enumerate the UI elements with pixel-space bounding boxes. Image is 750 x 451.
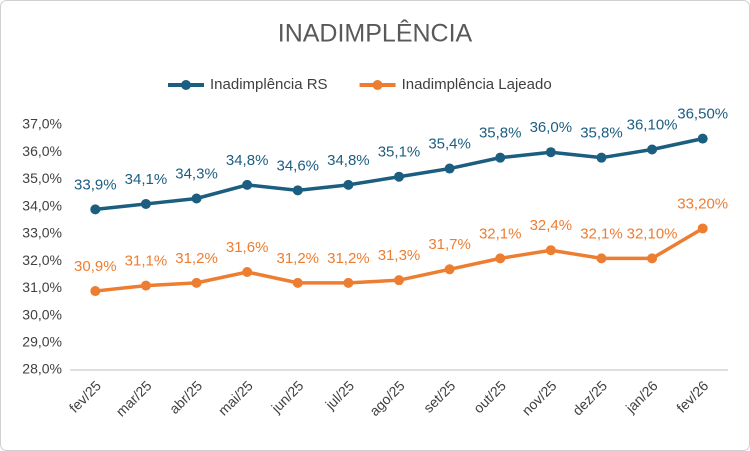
data-point xyxy=(697,133,708,144)
y-tick-label: 34,0% xyxy=(22,197,62,213)
data-point xyxy=(191,193,202,204)
data-label: 31,1% xyxy=(125,253,168,270)
data-point xyxy=(596,253,607,264)
data-point xyxy=(292,185,303,196)
legend-label: Inadimplência RS xyxy=(210,76,328,93)
data-label: 34,3% xyxy=(175,165,218,182)
data-label: 36,10% xyxy=(627,116,678,133)
data-label: 32,4% xyxy=(530,217,573,234)
data-point xyxy=(444,264,455,275)
data-label: 34,8% xyxy=(226,152,269,169)
legend-marker xyxy=(372,80,383,90)
data-point xyxy=(292,277,303,288)
data-label: 34,8% xyxy=(327,152,370,169)
data-label: 31,7% xyxy=(428,236,471,253)
data-point xyxy=(647,253,658,264)
data-label: 31,2% xyxy=(276,250,319,267)
y-tick-label: 36,0% xyxy=(22,143,62,159)
chart-title: INADIMPLÊNCIA xyxy=(278,19,473,48)
y-tick-label: 29,0% xyxy=(22,333,62,349)
data-label: 31,3% xyxy=(378,247,421,264)
y-tick-label: 35,0% xyxy=(22,170,62,186)
data-point xyxy=(596,152,607,163)
data-label: 31,2% xyxy=(175,250,218,267)
data-point xyxy=(495,152,506,163)
data-point xyxy=(545,245,556,256)
data-point xyxy=(242,267,253,277)
data-label: 32,10% xyxy=(627,225,678,242)
data-label: 32,1% xyxy=(580,225,623,242)
legend-marker xyxy=(181,80,191,90)
data-label: 35,4% xyxy=(428,136,471,153)
legend-label: Inadimplência Lajeado xyxy=(402,76,552,93)
y-tick-label: 32,0% xyxy=(22,252,62,268)
data-point xyxy=(495,253,506,264)
data-point xyxy=(242,179,253,190)
data-point xyxy=(545,147,556,158)
y-tick-label: 33,0% xyxy=(22,225,62,241)
data-point xyxy=(140,280,151,291)
data-label: 32,1% xyxy=(479,225,522,242)
y-tick-label: 37,0% xyxy=(22,116,62,132)
data-point xyxy=(191,277,202,288)
data-point xyxy=(444,163,455,174)
data-point xyxy=(343,179,354,190)
data-label: 34,1% xyxy=(125,171,168,188)
data-label: 33,9% xyxy=(74,176,117,193)
data-label: 35,8% xyxy=(479,125,522,142)
data-point xyxy=(90,286,101,297)
data-label: 35,8% xyxy=(580,125,623,142)
data-point xyxy=(90,204,101,215)
data-label: 31,6% xyxy=(226,239,269,256)
data-point xyxy=(394,275,404,286)
data-point xyxy=(140,198,151,209)
data-point xyxy=(647,144,658,155)
data-point xyxy=(343,277,354,288)
data-label: 36,50% xyxy=(677,106,728,123)
data-point xyxy=(394,171,404,182)
data-label: 30,9% xyxy=(74,258,117,275)
data-label: 34,6% xyxy=(276,157,319,174)
data-label: 36,0% xyxy=(530,119,573,136)
y-tick-label: 31,0% xyxy=(22,279,62,295)
y-tick-label: 30,0% xyxy=(22,306,62,322)
y-tick-label: 28,0% xyxy=(22,361,62,377)
data-label: 33,20% xyxy=(677,195,728,212)
data-point xyxy=(697,223,708,234)
data-label: 35,1% xyxy=(378,144,421,161)
data-label: 31,2% xyxy=(327,250,370,267)
